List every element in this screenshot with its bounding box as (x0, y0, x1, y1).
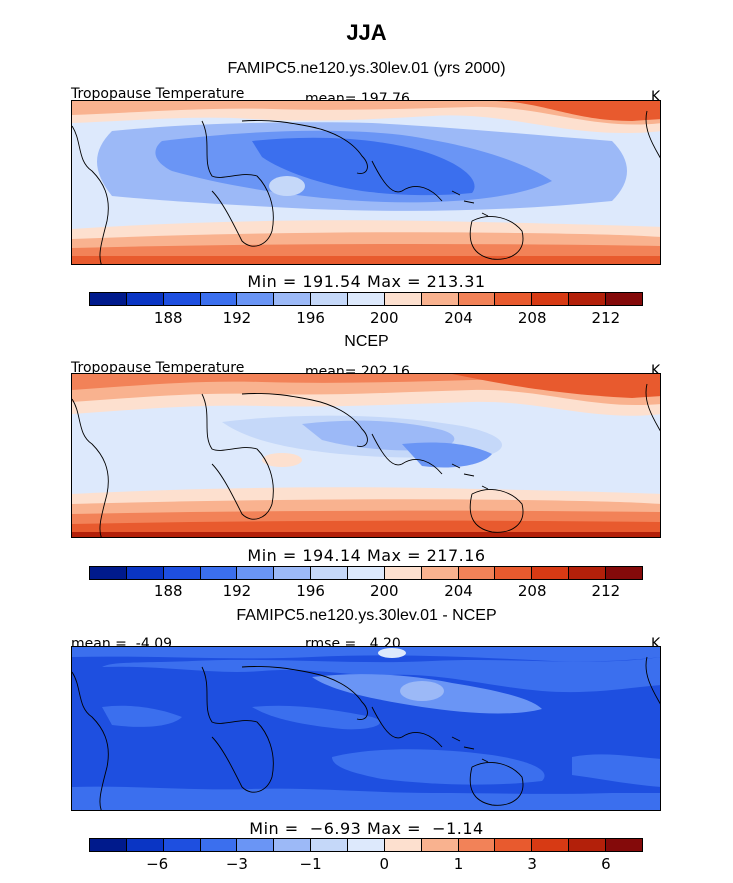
panel-2-map (71, 373, 661, 538)
colorbar-swatch (90, 567, 127, 579)
panel-2-minmax: Min = 194.14 Max = 217.16 (247, 546, 486, 565)
colorbar-swatch (200, 839, 238, 851)
colorbar-swatch (348, 293, 385, 305)
colorbar-swatch (311, 839, 349, 851)
colorbar-swatch (200, 293, 238, 305)
colorbar-swatch (126, 839, 164, 851)
colorbar-swatch (495, 839, 533, 851)
colorbar-swatch (384, 293, 422, 305)
colorbar-swatch (237, 567, 275, 579)
panel-1-tick: 204 (444, 309, 473, 327)
colorbar-swatch (532, 293, 570, 305)
figure-title: JJA (346, 20, 387, 45)
panel-2-tick: 200 (369, 582, 399, 600)
colorbar-swatch (163, 567, 201, 579)
colorbar-swatch (163, 839, 201, 851)
panel-1-tick: 196 (296, 309, 325, 327)
panel-3-tick: −3 (225, 855, 248, 873)
panel-3-map-field (72, 647, 660, 810)
panel-1-units: K (651, 89, 661, 105)
colorbar-swatch (126, 567, 164, 579)
panel-3-tick: 6 (601, 855, 611, 873)
colorbar-swatch (569, 567, 607, 579)
colorbar-swatch (311, 567, 349, 579)
colorbar-swatch (384, 567, 422, 579)
colorbar-swatch (348, 839, 385, 851)
panel-3-units: K (651, 636, 661, 652)
colorbar-swatch (606, 293, 642, 305)
panel-2-field-label: Tropopause Temperature (71, 360, 245, 376)
colorbar-swatch (569, 839, 607, 851)
colorbar-swatch (458, 839, 496, 851)
panel-2-colorbar (89, 566, 643, 580)
panel-2-title: NCEP (344, 333, 389, 350)
colorbar-swatch (90, 293, 127, 305)
colorbar-swatch (606, 839, 642, 851)
panel-3-minmax: Min = −6.93 Max = −1.14 (249, 819, 484, 838)
colorbar-swatch (606, 567, 642, 579)
panel-2-tick: 188 (153, 582, 183, 600)
colorbar-swatch (421, 293, 459, 305)
panel-2-colorbar-ticks: 188 192 196 200 204 208 212 (89, 582, 643, 602)
panel-3-tick: 0 (379, 855, 390, 873)
panel-1-title: FAMIPC5.ne120.ys.30lev.01 (yrs 2000) (227, 60, 506, 77)
colorbar-swatch (348, 567, 385, 579)
colorbar-swatch (274, 839, 312, 851)
panel-3-title: FAMIPC5.ne120.ys.30lev.01 - NCEP (236, 607, 497, 624)
panel-3-colorbar (89, 838, 643, 852)
panel-3-colorbar-ticks: −6 −3 −1 0 1 3 6 (89, 855, 643, 875)
panel-3-tick: −1 (299, 855, 322, 873)
colorbar-swatch (421, 839, 459, 851)
panel-1-map-field (72, 101, 660, 264)
panel-2-tick: 204 (444, 582, 473, 600)
panel-1-map (71, 100, 661, 265)
colorbar-swatch (421, 567, 459, 579)
colorbar-swatch (237, 293, 275, 305)
panel-1-tick: 200 (369, 309, 399, 327)
colorbar-swatch (237, 839, 275, 851)
colorbar-swatch (458, 293, 496, 305)
colorbar-swatch (126, 293, 164, 305)
panel-3-tick: 1 (453, 855, 464, 873)
panel-1-colorbar-ticks: 188 192 196 200 204 208 212 (89, 309, 643, 329)
panel-2-tick: 208 (517, 582, 547, 600)
panel-1-tick: 212 (591, 309, 621, 327)
colorbar-swatch (311, 293, 349, 305)
panel-2-tick: 192 (222, 582, 252, 600)
colorbar-swatch (532, 839, 570, 851)
panel-1-tick: 188 (153, 309, 183, 327)
colorbar-swatch (200, 567, 238, 579)
panel-1-tick: 208 (517, 309, 547, 327)
panel-1-tick: 192 (222, 309, 252, 327)
panel-2-tick: 196 (296, 582, 325, 600)
colorbar-swatch (569, 293, 607, 305)
panel-2-units: K (651, 363, 661, 379)
colorbar-swatch (495, 567, 533, 579)
panel-2-map-field (72, 374, 660, 537)
colorbar-swatch (90, 839, 127, 851)
panel-1-field-label: Tropopause Temperature (71, 86, 245, 102)
colorbar-swatch (532, 567, 570, 579)
colorbar-swatch (163, 293, 201, 305)
colorbar-swatch (458, 567, 496, 579)
panel-3-tick: 3 (527, 855, 537, 873)
colorbar-swatch (384, 839, 422, 851)
panel-2-tick: 212 (591, 582, 621, 600)
panel-3-tick: −6 (146, 855, 169, 873)
panel-1-colorbar (89, 292, 643, 306)
colorbar-swatch (274, 293, 312, 305)
colorbar-swatch (274, 567, 312, 579)
panel-1-minmax: Min = 191.54 Max = 213.31 (247, 272, 486, 291)
colorbar-swatch (495, 293, 533, 305)
panel-3-map (71, 646, 661, 811)
